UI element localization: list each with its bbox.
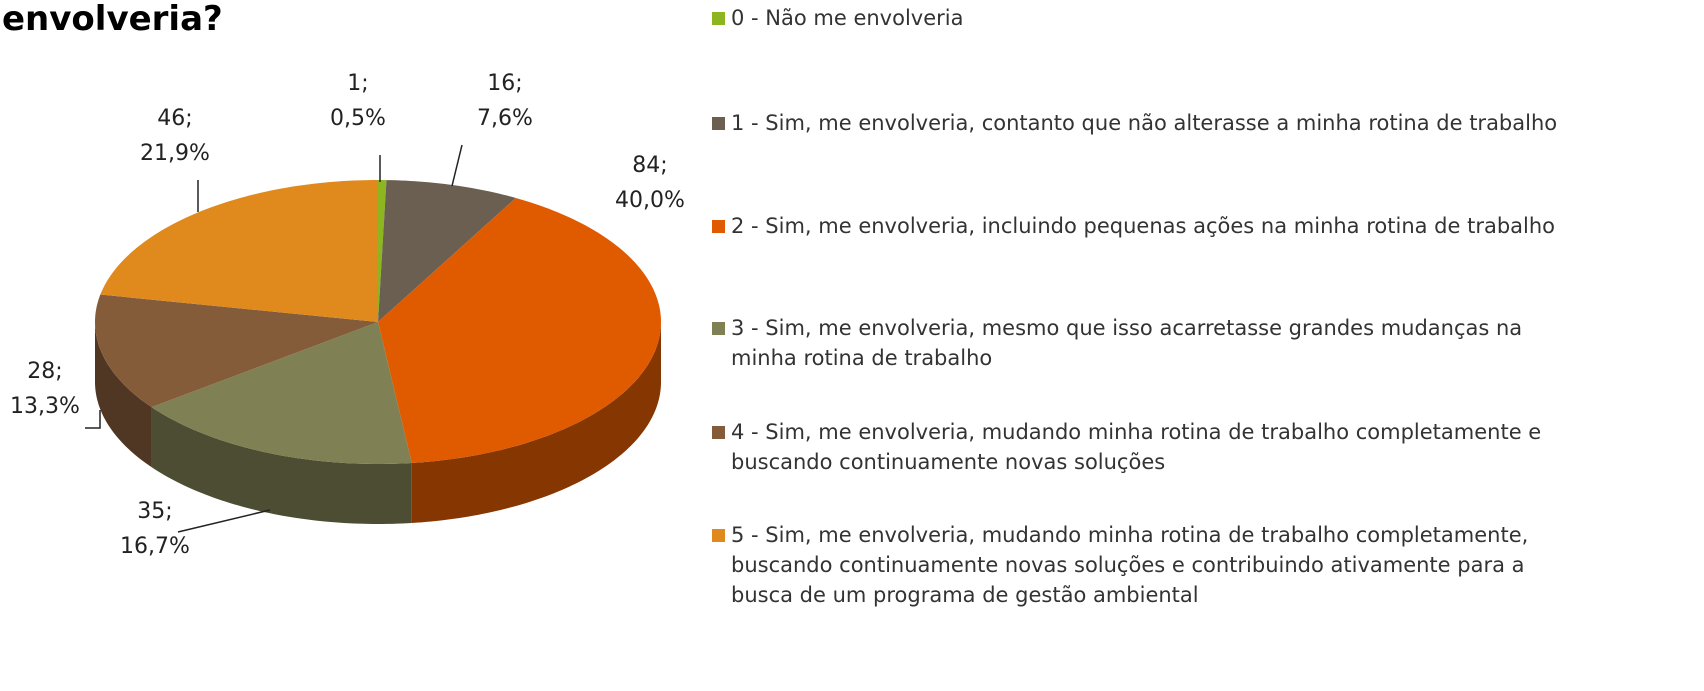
pie-slice [100, 180, 378, 322]
data-label-line: 0,5% [330, 106, 386, 131]
chart-title: envolveria? [2, 0, 223, 39]
pie-slice-side [411, 322, 661, 523]
data-label-line: 16,7% [120, 534, 190, 559]
legend-item: 3 - Sim, me envolveria, mesmo que isso a… [712, 313, 1572, 373]
legend-label: 4 - Sim, me envolveria, mudando minha ro… [731, 420, 1542, 474]
legend-item: 5 - Sim, me envolveria, mudando minha ro… [712, 520, 1572, 610]
data-label-line: 46; [157, 106, 192, 131]
leader-line [451, 144, 463, 187]
legend-item: 1 - Sim, me envolveria, contanto que não… [712, 108, 1572, 138]
pie-slice [378, 180, 387, 322]
data-label: 84; 40,0% [615, 153, 685, 213]
data-label-line: 40,0% [615, 188, 685, 213]
data-label: 35; 16,7% [120, 499, 190, 559]
pie-slice [151, 322, 412, 464]
legend-item: 2 - Sim, me envolveria, incluindo pequen… [712, 211, 1572, 241]
pie-slice [378, 180, 516, 322]
legend-item: 4 - Sim, me envolveria, mudando minha ro… [712, 417, 1572, 477]
legend-swatch [712, 529, 725, 542]
legend-swatch [712, 117, 725, 130]
legend-swatch [712, 12, 725, 25]
legend-swatch [712, 220, 725, 233]
leader-line [177, 509, 271, 533]
legend-label: 3 - Sim, me envolveria, mesmo que isso a… [731, 316, 1523, 370]
data-label: 1; 0,5% [330, 71, 386, 131]
data-label-line: 84; [632, 153, 667, 178]
legend-label: 1 - Sim, me envolveria, contanto que não… [731, 111, 1558, 135]
data-label-line: 35; [137, 499, 172, 524]
data-label-line: 21,9% [140, 141, 210, 166]
data-label-line: 16; [487, 71, 522, 96]
pie-slice-side [95, 322, 152, 468]
data-label-line: 7,6% [477, 106, 533, 131]
legend-item: 0 - Não me envolveria [712, 3, 1572, 33]
data-label: 28; 13,3% [10, 359, 80, 419]
legend-label: 2 - Sim, me envolveria, incluindo pequen… [731, 214, 1556, 238]
data-label: 16; 7,6% [477, 71, 533, 131]
pie-slice [378, 197, 661, 463]
data-label-line: 1; [347, 71, 368, 96]
legend-swatch [712, 426, 725, 439]
data-label-line: 13,3% [10, 394, 80, 419]
legend-label: 5 - Sim, me envolveria, mudando minha ro… [731, 523, 1529, 607]
legend-label: 0 - Não me envolveria [731, 6, 964, 30]
leader-line [85, 410, 101, 429]
legend-swatch [712, 322, 725, 335]
data-label-line: 28; [27, 359, 62, 384]
data-label: 46; 21,9% [140, 106, 210, 166]
pie-slice-side [151, 407, 412, 524]
pie-slice [95, 294, 378, 408]
